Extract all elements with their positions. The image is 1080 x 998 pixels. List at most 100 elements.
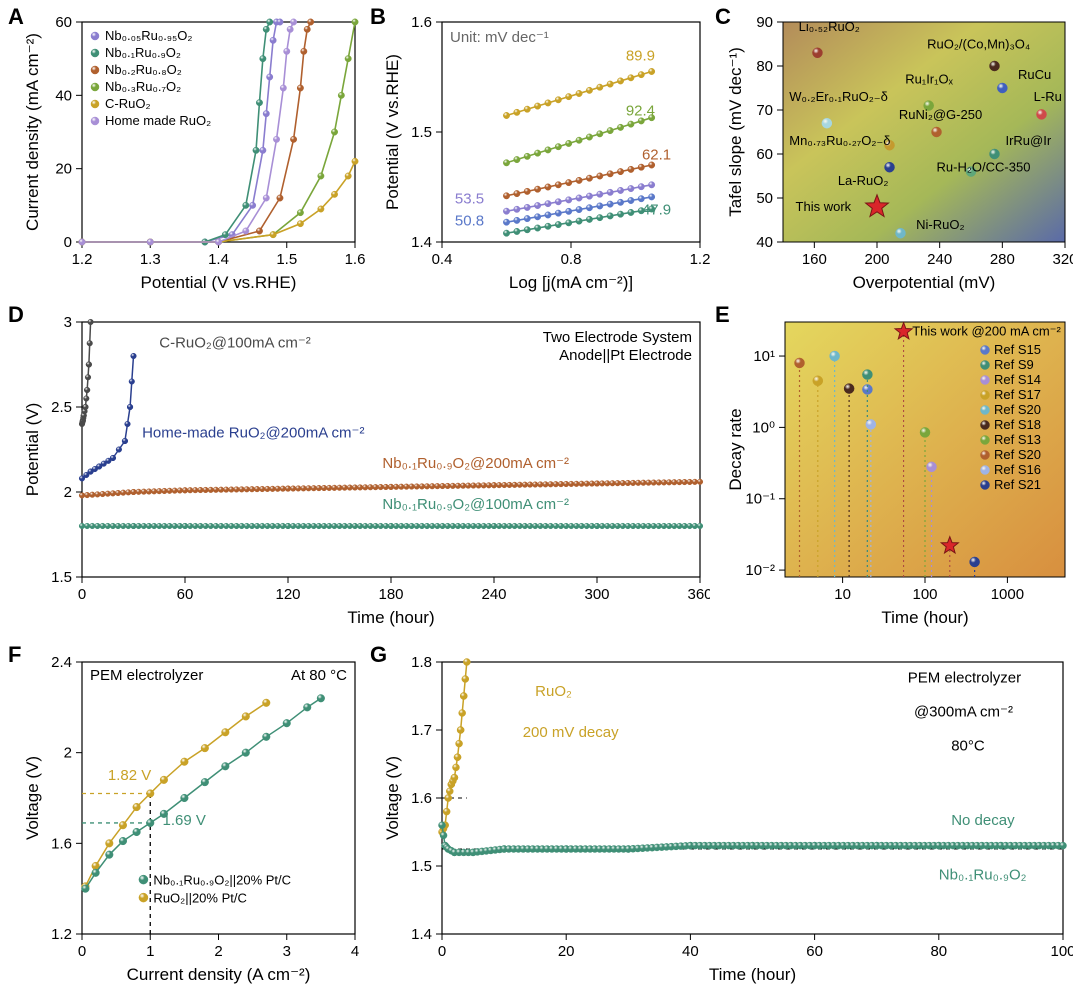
svg-text:At 80 °C: At 80 °C	[291, 667, 347, 684]
svg-text:2.4: 2.4	[51, 654, 72, 671]
svg-text:40: 40	[682, 943, 699, 960]
svg-text:240: 240	[481, 586, 506, 603]
svg-text:Nb₀.₁Ru₀.₉O₂@200mA cm⁻²: Nb₀.₁Ru₀.₉O₂@200mA cm⁻²	[382, 455, 569, 472]
svg-text:1.8: 1.8	[411, 654, 432, 671]
svg-text:Voltage (V): Voltage (V)	[383, 756, 402, 840]
svg-text:La-RuO₂: La-RuO₂	[838, 173, 889, 188]
svg-text:60: 60	[55, 14, 72, 31]
svg-text:Nb₀.₁Ru₀.₉O₂@100mA cm⁻²: Nb₀.₁Ru₀.₉O₂@100mA cm⁻²	[382, 496, 569, 513]
svg-text:10: 10	[834, 586, 851, 603]
svg-text:1.4: 1.4	[411, 926, 432, 943]
svg-text:10⁻²: 10⁻²	[745, 562, 775, 579]
svg-text:50: 50	[756, 190, 773, 207]
svg-text:90: 90	[756, 14, 773, 31]
svg-text:Ref S17: Ref S17	[994, 387, 1041, 402]
svg-text:0.8: 0.8	[561, 251, 582, 268]
svg-text:Decay rate: Decay rate	[726, 408, 745, 490]
svg-text:70: 70	[756, 102, 773, 119]
svg-text:Nb₀.₃Ru₀.₇O₂: Nb₀.₃Ru₀.₇O₂	[105, 79, 181, 94]
svg-text:47.9: 47.9	[642, 202, 671, 219]
svg-text:10⁰: 10⁰	[752, 419, 775, 436]
svg-text:1.2: 1.2	[72, 251, 93, 268]
svg-text:Ref S16: Ref S16	[994, 462, 1041, 477]
svg-text:1.6: 1.6	[51, 835, 72, 852]
svg-text:40: 40	[55, 87, 72, 104]
svg-text:1.6: 1.6	[411, 14, 432, 31]
svg-text:160: 160	[802, 251, 827, 268]
svg-text:Nb₀.₁Ru₀.₉O₂: Nb₀.₁Ru₀.₉O₂	[939, 867, 1027, 884]
svg-text:10¹: 10¹	[753, 348, 775, 365]
svg-text:80: 80	[930, 943, 947, 960]
svg-text:80: 80	[756, 58, 773, 75]
svg-text:Ref S14: Ref S14	[994, 372, 1041, 387]
svg-text:Ru-H₂O/CC-350: Ru-H₂O/CC-350	[937, 160, 1031, 175]
svg-text:Ref S18: Ref S18	[994, 417, 1041, 432]
svg-text:80°C: 80°C	[951, 737, 985, 754]
svg-text:1000: 1000	[991, 586, 1024, 603]
svg-text:Potential (V vs.RHE): Potential (V vs.RHE)	[383, 54, 402, 210]
svg-text:89.9: 89.9	[626, 48, 655, 65]
svg-text:1.69 V: 1.69 V	[163, 812, 206, 829]
svg-text:Unit: mV dec⁻¹: Unit: mV dec⁻¹	[450, 29, 549, 46]
svg-text:1.82 V: 1.82 V	[108, 767, 151, 784]
svg-text:RuO₂||20% Pt/C: RuO₂||20% Pt/C	[153, 891, 246, 906]
svg-text:Ref S20: Ref S20	[994, 402, 1041, 417]
svg-text:20: 20	[55, 161, 72, 178]
svg-text:No decay: No decay	[951, 812, 1015, 829]
svg-text:2.5: 2.5	[51, 399, 72, 416]
svg-text:1.7: 1.7	[411, 722, 432, 739]
svg-text:62.1: 62.1	[642, 147, 671, 164]
panel-C: 160200240280320405060708090Overpotential…	[725, 8, 1073, 298]
svg-text:200: 200	[864, 251, 889, 268]
panel-A: 1.2 1.3 1.4 1.5 1.6 0 20 40 60 Potential (V vs.RH…	[20, 8, 365, 298]
svg-text:Two Electrode System: Two Electrode System	[543, 329, 692, 346]
svg-text:Nb₀.₂Ru₀.₈O₂: Nb₀.₂Ru₀.₈O₂	[105, 62, 182, 77]
svg-text:120: 120	[275, 586, 300, 603]
svg-text:Time (hour): Time (hour)	[347, 608, 434, 627]
panel-G: 0204060801001.41.51.61.71.8Time (hour)Vo…	[380, 648, 1073, 990]
svg-text:Li₀.₅₂RuO₂: Li₀.₅₂RuO₂	[799, 19, 860, 34]
panel-F: 012341.21.622.4Current density (A cm⁻²)V…	[20, 648, 365, 990]
svg-text:1.5: 1.5	[276, 251, 297, 268]
svg-text:Voltage (V): Voltage (V)	[23, 756, 42, 840]
svg-text:2: 2	[214, 943, 222, 960]
panel-E: 10100100010⁻²10⁻¹10⁰10¹Time (hour)Decay …	[725, 308, 1073, 633]
svg-text:92.4: 92.4	[626, 103, 655, 120]
svg-text:PEM electrolyzer: PEM electrolyzer	[90, 667, 203, 684]
svg-text:Potential (V vs.RHE): Potential (V vs.RHE)	[141, 273, 297, 292]
svg-text:Nb₀.₁Ru₀.₉O₂: Nb₀.₁Ru₀.₉O₂	[105, 45, 181, 60]
svg-text:0: 0	[78, 586, 86, 603]
svg-text:RuNi₂@G-250: RuNi₂@G-250	[899, 107, 982, 122]
svg-text:Ref S15: Ref S15	[994, 342, 1041, 357]
svg-text:W₀.₂Er₀.₁RuO₂₋δ: W₀.₂Er₀.₁RuO₂₋δ	[789, 89, 888, 104]
svg-text:300: 300	[584, 586, 609, 603]
svg-text:Time (hour): Time (hour)	[709, 965, 796, 984]
svg-text:L-Ru: L-Ru	[1034, 89, 1062, 104]
svg-text:1.6: 1.6	[345, 251, 365, 268]
svg-text:0: 0	[438, 943, 446, 960]
svg-text:C-RuO₂: C-RuO₂	[105, 96, 151, 111]
svg-text:Ref S21: Ref S21	[994, 477, 1041, 492]
svg-text:1.5: 1.5	[411, 124, 432, 141]
svg-text:200 mV decay: 200 mV decay	[523, 724, 619, 741]
svg-text:0: 0	[64, 234, 72, 251]
svg-text:0: 0	[78, 943, 86, 960]
svg-text:Home-made RuO₂@200mA cm⁻²: Home-made RuO₂@200mA cm⁻²	[142, 425, 364, 442]
svg-text:1.3: 1.3	[140, 251, 161, 268]
svg-text:Home made RuO₂: Home made RuO₂	[105, 113, 211, 128]
svg-text:Tafel slope (mV dec⁻¹): Tafel slope (mV dec⁻¹)	[726, 47, 745, 217]
svg-text:Nb₀.₀₅Ru₀.₉₅O₂: Nb₀.₀₅Ru₀.₉₅O₂	[105, 28, 192, 43]
svg-text:60: 60	[756, 146, 773, 163]
svg-text:100: 100	[1050, 943, 1073, 960]
svg-text:1.6: 1.6	[411, 790, 432, 807]
svg-text:10⁻¹: 10⁻¹	[745, 491, 775, 508]
svg-text:Log [j(mA cm⁻²)]: Log [j(mA cm⁻²)]	[509, 273, 633, 292]
svg-text:60: 60	[177, 586, 194, 603]
svg-text:20: 20	[558, 943, 575, 960]
svg-text:0.4: 0.4	[432, 251, 453, 268]
svg-text:1.4: 1.4	[208, 251, 229, 268]
svg-text:This work: This work	[796, 199, 852, 214]
svg-text:Nb₀.₁Ru₀.₉O₂||20% Pt/C: Nb₀.₁Ru₀.₉O₂||20% Pt/C	[153, 873, 291, 888]
svg-text:Ref S13: Ref S13	[994, 432, 1041, 447]
svg-text:2: 2	[64, 484, 72, 501]
